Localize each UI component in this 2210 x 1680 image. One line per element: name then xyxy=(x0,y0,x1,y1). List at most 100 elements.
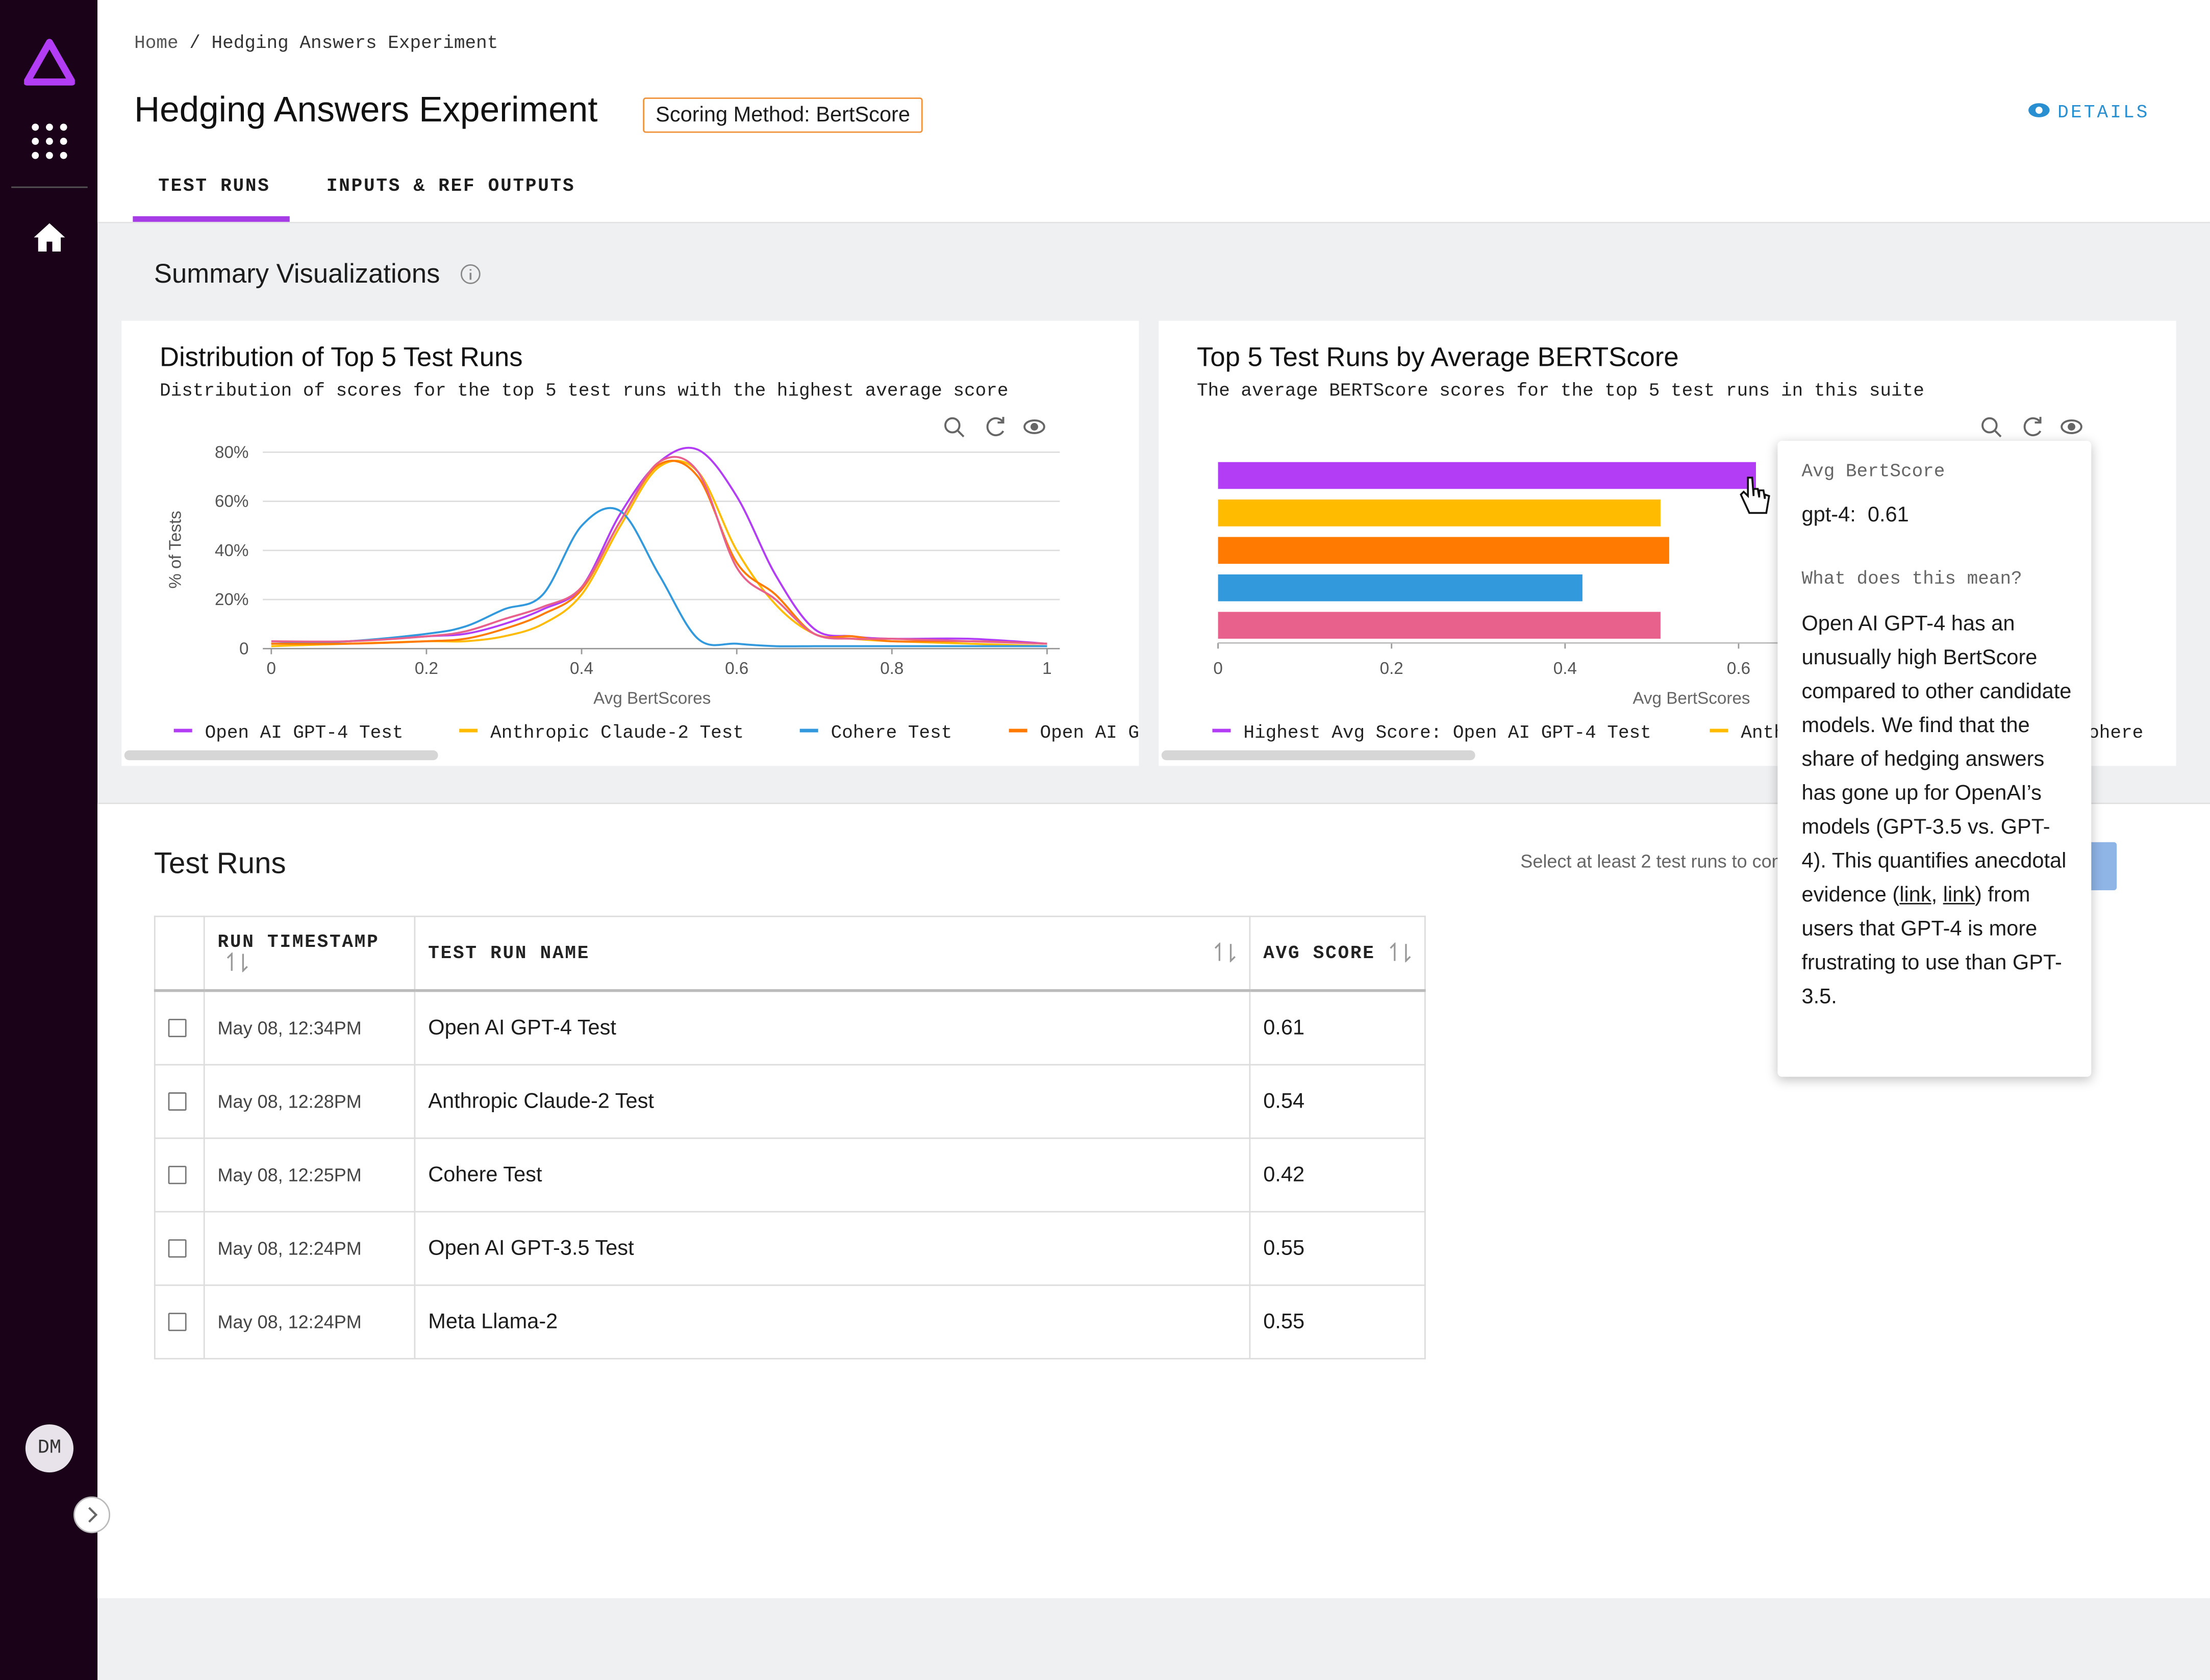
chart-title: Distribution of Top 5 Test Runs xyxy=(160,342,523,372)
bar[interactable] xyxy=(1218,574,1583,601)
tab-inputs[interactable]: INPUTS & REF OUTPUTS xyxy=(327,175,575,196)
info-icon[interactable] xyxy=(459,263,481,285)
x-axis-label: Avg BertScores xyxy=(593,689,711,708)
eye-pupil xyxy=(1032,424,1037,430)
column-header[interactable]: RUN TIMESTAMP xyxy=(204,916,415,990)
link[interactable]: link xyxy=(1943,883,1975,907)
bar[interactable] xyxy=(1218,462,1756,489)
series-line xyxy=(271,448,1047,644)
legend-label: Open AI GPT-3.5 Test xyxy=(1040,722,1139,743)
sort-icon[interactable] xyxy=(1214,942,1236,962)
name-cell: Open AI GPT-3.5 Test xyxy=(415,1212,1250,1285)
select-cell xyxy=(155,991,204,1065)
tooltip-title: Avg BertScore xyxy=(1801,461,1945,482)
scoring-badge: Scoring Method: BertScore xyxy=(643,97,923,133)
x-tick-label: 0 xyxy=(1213,659,1222,678)
eye-pupil xyxy=(2069,424,2074,430)
checkbox[interactable] xyxy=(168,1239,187,1258)
legend-item[interactable]: Open AI GPT-3.5 Test xyxy=(1009,722,1139,743)
table-row[interactable]: May 08, 12:25PMCohere Test0.42 xyxy=(155,1138,1425,1212)
y-tick-label: 60% xyxy=(215,492,248,511)
checkbox[interactable] xyxy=(168,1019,187,1037)
x-tick-label: 1 xyxy=(1042,659,1051,678)
chart-subtitle: Distribution of scores for the top 5 tes… xyxy=(160,381,1008,402)
reset-icon[interactable] xyxy=(2025,417,2041,435)
sort-icon[interactable] xyxy=(1389,942,1412,962)
timestamp-cell: May 08, 12:24PM xyxy=(204,1285,415,1359)
name-cell: Meta Llama-2 xyxy=(415,1285,1250,1359)
details-button[interactable]: DETAILS xyxy=(2028,101,2150,123)
breadcrumb-separator: / xyxy=(189,33,200,54)
active-tab-indicator xyxy=(133,216,289,222)
zoom-handle xyxy=(958,431,964,437)
tooltip-value-row: gpt-4: 0.61 xyxy=(1801,503,1908,527)
x-tick-label: 0.8 xyxy=(880,659,903,678)
link[interactable]: link xyxy=(1899,883,1931,907)
table-row[interactable]: May 08, 12:28PMAnthropic Claude-2 Test0.… xyxy=(155,1065,1425,1138)
bar[interactable] xyxy=(1218,537,1669,564)
table-row[interactable]: May 08, 12:34PMOpen AI GPT-4 Test0.61 xyxy=(155,991,1425,1065)
legend-item[interactable]: Highest Avg Score: Open AI GPT-4 Test xyxy=(1212,722,1651,743)
table-row[interactable]: May 08, 12:24PMOpen AI GPT-3.5 Test0.55 xyxy=(155,1212,1425,1285)
x-tick-label: 0.4 xyxy=(570,659,593,678)
checkbox[interactable] xyxy=(168,1166,187,1184)
legend-item[interactable]: Open AI GPT-4 Test xyxy=(174,722,404,743)
name-cell: Cohere Test xyxy=(415,1138,1250,1212)
zoom-icon[interactable] xyxy=(945,418,964,437)
zoom-lens xyxy=(945,418,960,433)
legend-item[interactable]: Anthropic Claude-2 Test xyxy=(459,722,744,743)
visibility-icon[interactable] xyxy=(1024,420,1044,433)
zoom-icon[interactable] xyxy=(1982,418,2001,437)
column-header[interactable]: TEST RUN NAME xyxy=(415,916,1250,990)
bar[interactable] xyxy=(1218,612,1661,639)
timestamp-cell: May 08, 12:24PM xyxy=(204,1212,415,1285)
cursor xyxy=(1737,475,1773,517)
name-cell: Open AI GPT-4 Test xyxy=(415,991,1250,1065)
x-tick-label: 0 xyxy=(267,659,276,678)
table-row[interactable]: May 08, 12:24PMMeta Llama-20.55 xyxy=(155,1285,1425,1359)
logo[interactable] xyxy=(24,38,75,89)
select-column xyxy=(155,916,204,990)
visibility-icon[interactable] xyxy=(2062,420,2081,433)
checkbox[interactable] xyxy=(168,1313,187,1331)
home-icon[interactable] xyxy=(33,222,66,253)
tooltip-value: 0.61 xyxy=(1868,503,1909,527)
legend-item[interactable]: Cohere Test xyxy=(800,722,952,743)
breadcrumb: Home / Hedging Answers Experiment xyxy=(134,33,498,54)
scrollbar[interactable] xyxy=(1162,750,1475,760)
zoom-handle xyxy=(1995,431,2001,437)
checkbox[interactable] xyxy=(168,1092,187,1111)
breadcrumb-home[interactable]: Home xyxy=(134,33,178,54)
y-tick-label: 20% xyxy=(215,590,248,609)
bar[interactable] xyxy=(1218,499,1661,526)
column-label: RUN TIMESTAMP xyxy=(218,931,380,952)
column-header[interactable]: AVG SCORE xyxy=(1250,916,1425,990)
timestamp-cell: May 08, 12:25PM xyxy=(204,1138,415,1212)
test-runs-table: RUN TIMESTAMP TEST RUN NAME AVG SCORE Ma… xyxy=(154,916,1426,1360)
sidebar: DM xyxy=(0,0,97,1680)
apps-menu[interactable] xyxy=(31,123,68,160)
series-line xyxy=(271,461,1047,644)
chart-title: Top 5 Test Runs by Average BERTScore xyxy=(1197,342,1679,372)
score-cell: 0.61 xyxy=(1250,991,1425,1065)
tab-test-runs[interactable]: TEST RUNS xyxy=(158,175,270,196)
reset-icon[interactable] xyxy=(988,417,1003,435)
select-cell xyxy=(155,1065,204,1138)
sort-icon[interactable] xyxy=(226,951,248,971)
score-cell: 0.55 xyxy=(1250,1285,1425,1359)
tooltip-question: What does this mean? xyxy=(1801,568,2022,589)
y-tick-label: 40% xyxy=(215,541,248,560)
tooltip-label: gpt-4: xyxy=(1801,503,1855,527)
expand-button[interactable] xyxy=(73,1496,110,1533)
line-chart: Distribution of Top 5 Test Runs Distribut… xyxy=(121,321,1139,766)
header: Home / Hedging Answers Experiment Hedgin… xyxy=(97,0,2210,223)
y-tick-label: 80% xyxy=(215,443,248,462)
legend-label: Highest Avg Score: Open AI GPT-4 Test xyxy=(1243,722,1651,743)
timestamp-cell: May 08, 12:28PM xyxy=(204,1065,415,1138)
reset-arrow xyxy=(2025,417,2041,435)
scrollbar[interactable] xyxy=(124,750,438,760)
avatar[interactable]: DM xyxy=(26,1424,73,1472)
